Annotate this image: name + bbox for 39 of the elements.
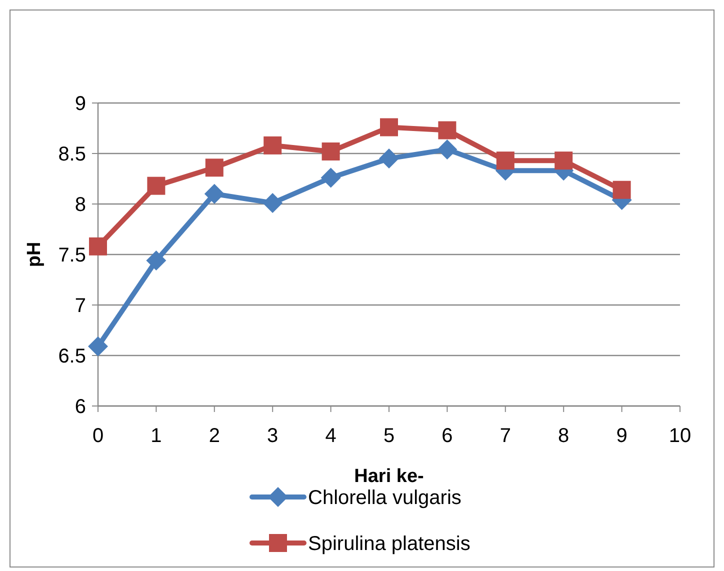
y-tick-label: 6.5 [58,346,86,368]
y-tick-label: 7.5 [58,244,86,266]
point [147,176,166,195]
point [438,121,456,140]
legend-label: Chlorella vulgaris [308,487,462,509]
x-tick-label: 3 [267,425,278,447]
point [380,118,398,136]
x-tick-label: 0 [92,425,104,447]
y-tick-label: 8 [74,194,86,216]
x-tick-label: 2 [208,425,220,447]
legend-label: Spirulina platensis [308,533,470,555]
point [204,184,224,204]
x-tick-label: 10 [668,425,692,447]
point [89,237,107,256]
point [205,158,224,177]
y-axis-title: pH [24,242,45,268]
point [320,168,341,188]
point [437,139,458,160]
y-tick-label: 6 [74,396,86,418]
point [264,136,282,154]
x-tick-label: 4 [325,425,336,447]
point [146,250,166,271]
x-tick-label: 5 [383,425,395,447]
point [496,152,514,170]
y-tick-label: 7 [74,295,86,317]
point [322,142,340,160]
point [88,336,108,356]
point [554,152,573,170]
x-tick-label: 8 [558,425,570,447]
x-tick-label: 6 [442,425,453,447]
y-tick-label: 9 [74,93,86,115]
point [262,192,283,213]
x-tick-label: 1 [150,425,162,447]
x-axis-title: Hari ke- [354,466,424,487]
point [612,180,631,199]
x-tick-label: 9 [616,425,628,447]
point [379,148,399,169]
x-tick-label: 7 [500,425,511,447]
y-tick-label: 8.5 [58,144,86,166]
